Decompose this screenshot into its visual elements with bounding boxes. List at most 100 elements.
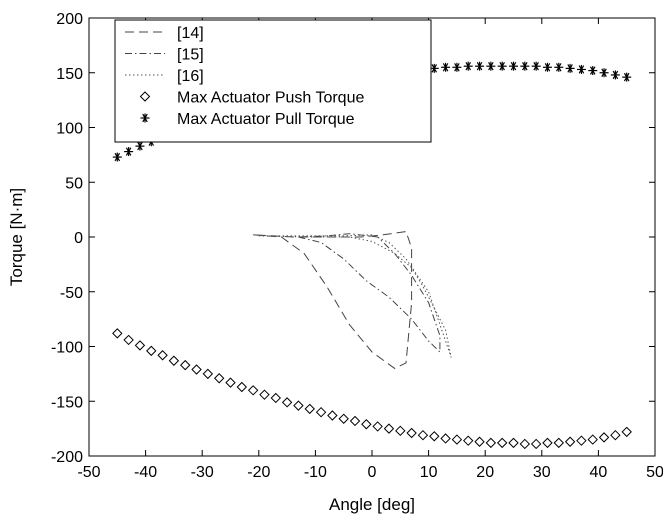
push-torque-marker	[304, 403, 315, 415]
pull-torque-marker	[542, 62, 552, 72]
legend-label: [15]	[177, 47, 204, 64]
y-tick-label: 150	[56, 66, 83, 83]
x-tick-label: 30	[533, 464, 551, 481]
x-tick-label: -10	[304, 464, 327, 481]
legend-label: [16]	[177, 68, 204, 85]
y-tick-label: -200	[51, 449, 83, 466]
push-torque-marker	[281, 397, 293, 408]
push-torque-marker	[327, 410, 338, 421]
legend-label: Max Actuator Push Torque	[177, 90, 364, 107]
push-torque-marker	[440, 433, 451, 444]
series-3	[112, 328, 632, 450]
y-tick-label: 100	[56, 121, 83, 138]
pull-torque-marker	[554, 62, 564, 72]
legend-box	[114, 19, 432, 143]
push-torque-marker	[429, 431, 440, 442]
push-torque-marker	[202, 368, 214, 380]
push-torque-marker	[587, 434, 598, 445]
pull-torque-marker	[463, 61, 473, 71]
push-torque-marker	[508, 437, 519, 449]
push-torque-marker	[146, 345, 157, 357]
push-torque-marker	[259, 389, 270, 400]
pull-torque-marker	[486, 61, 496, 71]
push-torque-marker	[406, 427, 417, 439]
pull-torque-marker	[452, 62, 462, 72]
push-torque-marker	[361, 419, 372, 430]
push-torque-marker	[519, 438, 531, 450]
y-axis-label: Torque [N·m]	[7, 188, 26, 286]
pull-torque-marker	[124, 147, 134, 157]
y-tick-label: 0	[74, 230, 83, 247]
pull-torque-marker	[520, 61, 530, 71]
y-tick-label: 200	[56, 11, 83, 28]
x-tick-label: 40	[590, 464, 608, 481]
series-1	[298, 233, 441, 354]
push-torque-marker	[485, 437, 497, 449]
pull-torque-marker	[588, 66, 598, 76]
pull-torque-marker	[135, 141, 145, 151]
x-tick-label: 50	[646, 464, 663, 481]
push-torque-marker	[270, 392, 281, 404]
y-tick-label: -50	[60, 285, 83, 302]
pull-torque-marker	[565, 63, 575, 73]
pull-torque-marker	[622, 72, 632, 82]
legend-label: Max Actuator Pull Torque	[177, 111, 355, 128]
legend: [14] [15] [16] Max Actuator Push Torque Max …	[114, 19, 432, 143]
pull-torque-marker	[509, 61, 518, 71]
push-torque-marker	[372, 421, 383, 432]
y-tick-label: 50	[65, 175, 83, 192]
push-torque-marker	[247, 385, 259, 396]
push-torque-marker	[395, 425, 406, 437]
push-torque-marker	[610, 429, 621, 441]
push-torque-marker	[168, 355, 180, 366]
y-tick-label: -100	[51, 340, 83, 357]
push-torque-marker	[157, 350, 168, 361]
push-torque-marker	[112, 328, 123, 339]
push-torque-marker	[134, 340, 146, 351]
x-tick-label: -50	[77, 464, 100, 481]
push-torque-marker	[123, 334, 134, 346]
push-torque-marker	[139, 91, 151, 102]
push-torque-marker	[451, 434, 463, 445]
x-tick-label: 20	[476, 464, 494, 481]
legend-sample-3	[139, 91, 151, 102]
push-torque-marker	[213, 373, 225, 384]
pull-torque-marker	[140, 113, 150, 123]
x-tick-label: 0	[368, 464, 377, 481]
x-tick-label: -20	[247, 464, 270, 481]
push-torque-marker	[225, 377, 236, 388]
series-0	[253, 230, 413, 369]
push-torque-marker	[383, 423, 395, 434]
push-torque-marker	[598, 432, 610, 443]
push-torque-marker	[180, 359, 191, 371]
push-torque-marker	[621, 426, 632, 438]
push-torque-marker	[293, 400, 304, 411]
pull-torque-marker	[112, 152, 122, 162]
series-line-1	[298, 233, 441, 354]
push-torque-marker	[315, 406, 327, 418]
push-torque-marker	[474, 436, 485, 447]
pull-torque-marker	[475, 61, 485, 71]
push-torque-marker	[463, 435, 474, 446]
series-line-0	[253, 230, 413, 369]
x-tick-label: -40	[134, 464, 157, 481]
push-torque-marker	[417, 429, 429, 441]
push-torque-marker	[236, 381, 248, 393]
push-torque-marker	[191, 364, 202, 375]
pull-torque-marker	[497, 61, 507, 71]
push-torque-marker	[496, 437, 508, 449]
push-torque-marker	[349, 415, 361, 427]
y-tick-label: -150	[51, 394, 83, 411]
push-torque-marker	[542, 437, 553, 449]
pull-torque-marker	[531, 61, 541, 71]
x-tick-label: -30	[191, 464, 214, 481]
x-tick-label: 10	[420, 464, 438, 481]
push-torque-marker	[338, 413, 349, 424]
pull-torque-marker	[610, 70, 620, 80]
push-torque-marker	[576, 435, 587, 446]
pull-torque-marker	[576, 64, 586, 74]
push-torque-marker	[530, 438, 542, 450]
pull-torque-marker	[599, 68, 609, 78]
series-2	[258, 234, 452, 358]
